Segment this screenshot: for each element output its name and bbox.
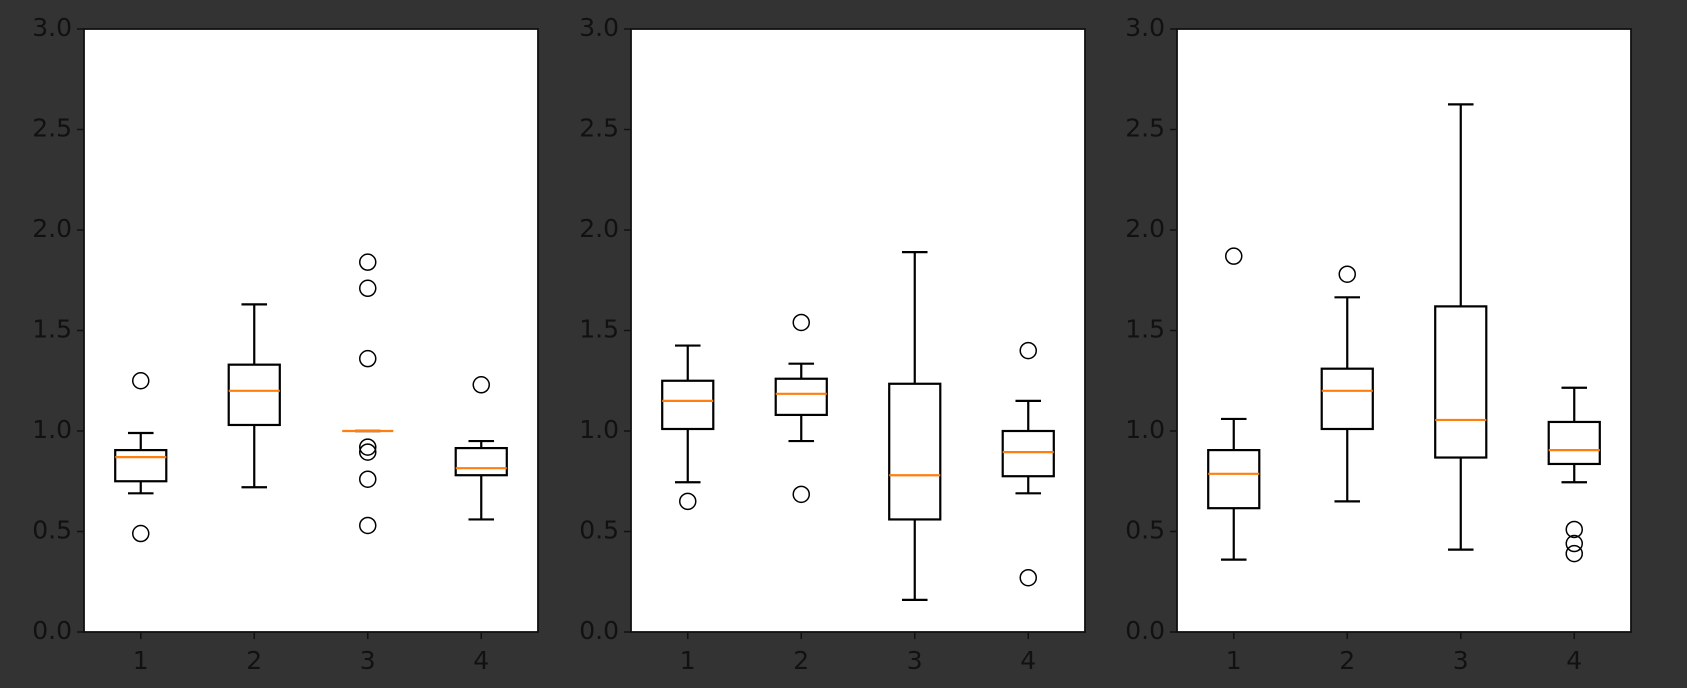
y-tick-label: 2.5 [32,114,72,143]
x-tick-label: 2 [1339,646,1355,675]
plot-area [631,29,1085,632]
box [1207,448,1261,510]
y-tick-label: 1.5 [579,315,619,344]
x-tick-label: 1 [133,646,149,675]
box [454,446,508,477]
flier [1225,247,1243,265]
y-tick-label: 0.0 [579,616,619,645]
y-tick-label: 0.5 [32,516,72,545]
flier [792,313,810,332]
flier [359,443,377,461]
plot-frame [1176,28,1632,633]
flier [1338,265,1356,283]
box [1320,367,1374,431]
y-tick-label: 1.0 [579,415,619,444]
x-tick-label: 1 [1226,646,1242,675]
box [774,377,828,417]
flier [1019,341,1037,360]
flier [792,485,810,504]
x-tick-label: 2 [246,646,262,675]
x-tick-label: 4 [1020,646,1036,675]
flier [679,492,697,511]
x-tick-label: 1 [680,646,696,675]
box [1547,420,1601,466]
y-tick-label: 3.0 [1125,13,1165,42]
flier [359,279,377,298]
x-tick-label: 4 [473,646,489,675]
flier [1565,520,1583,539]
plot-frame [630,28,1086,633]
y-tick-label: 1.5 [32,315,72,344]
box [1001,429,1055,478]
box [114,448,168,483]
flier [359,516,377,535]
x-tick-label: 3 [360,646,376,675]
plot-frame [83,28,539,633]
y-tick-label: 1.0 [1125,415,1165,444]
flier [359,438,377,456]
flier [1019,568,1037,587]
flier [132,372,150,390]
y-tick-label: 2.0 [579,214,619,243]
box [661,379,715,431]
y-tick-label: 0.5 [579,516,619,545]
flier [359,349,377,368]
flier [1565,544,1583,563]
plot-area [1177,29,1631,632]
y-tick-label: 3.0 [32,13,72,42]
y-tick-label: 2.5 [1125,114,1165,143]
plot-area [84,29,538,632]
y-tick-label: 2.0 [1125,214,1165,243]
x-tick-label: 4 [1566,646,1582,675]
y-tick-label: 1.5 [1125,315,1165,344]
y-tick-label: 1.0 [32,415,72,444]
x-tick-label: 3 [1453,646,1469,675]
flier [359,470,377,488]
box [1434,305,1488,459]
x-tick-label: 2 [793,646,809,675]
y-tick-label: 3.0 [579,13,619,42]
flier [472,376,490,394]
box [227,363,281,427]
x-tick-label: 3 [907,646,923,675]
y-tick-label: 0.0 [32,616,72,645]
flier [359,253,377,271]
y-tick-label: 0.5 [1125,516,1165,545]
flier [1565,534,1583,553]
y-tick-label: 0.0 [1125,616,1165,645]
y-tick-label: 2.0 [32,214,72,243]
y-tick-label: 2.5 [579,114,619,143]
box [888,382,942,521]
flier [132,524,150,543]
